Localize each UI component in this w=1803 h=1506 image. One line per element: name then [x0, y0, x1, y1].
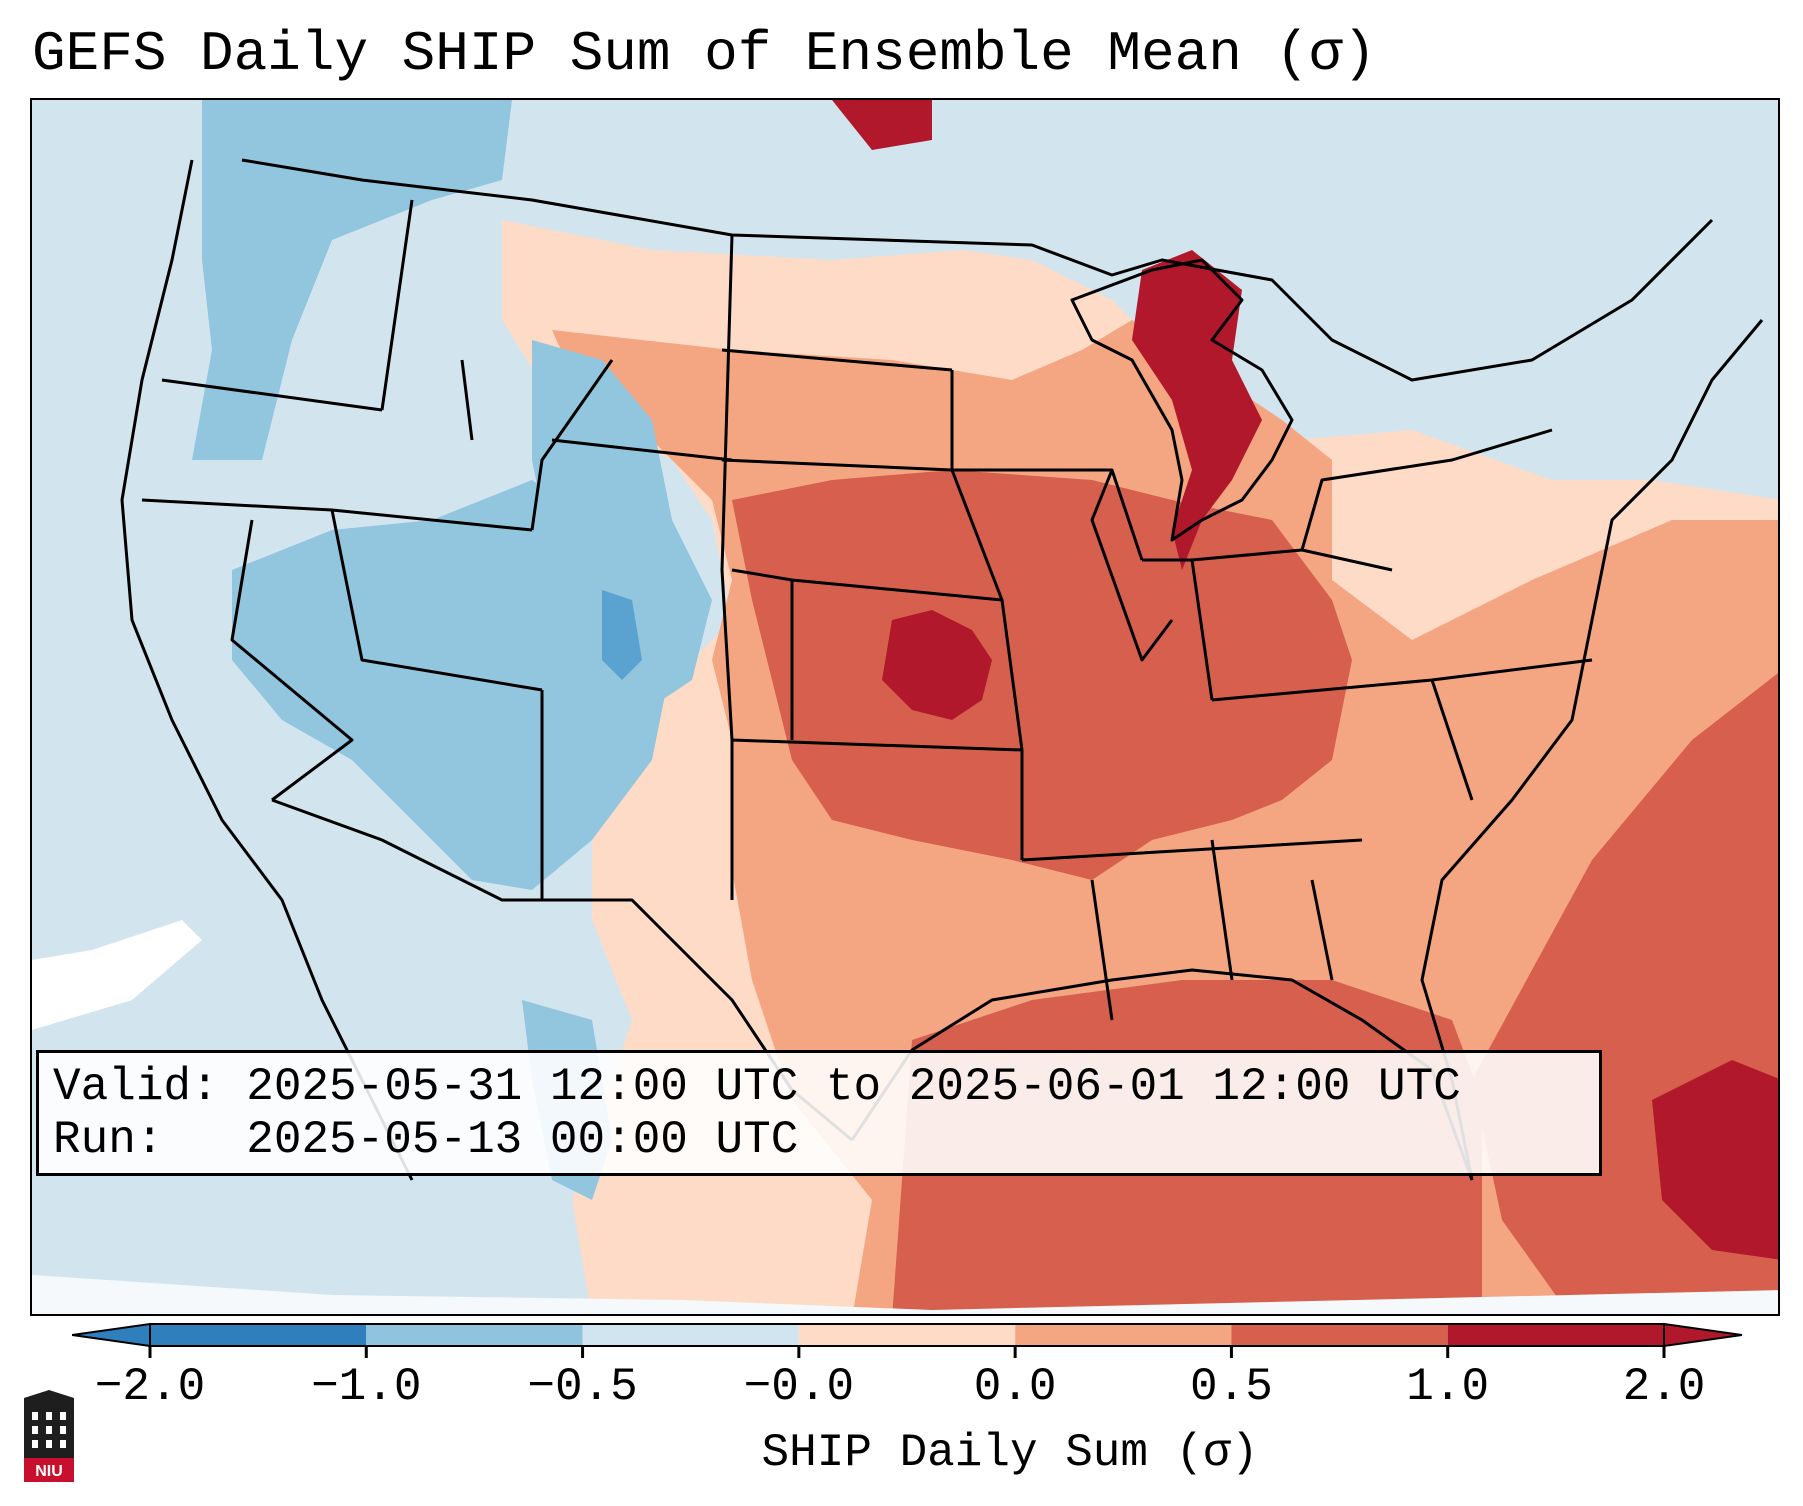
atlantic-coastline	[1420, 319, 1764, 1181]
run-time-text: Run: 2025-05-13 00:00 UTC	[53, 1114, 799, 1166]
colorbar-tick-label: 0.5	[1190, 1361, 1273, 1413]
canada-us-border	[241, 158, 1714, 382]
colorbar-tick-label: 1.0	[1406, 1361, 1490, 1413]
great-lakes-outline	[1070, 258, 1294, 542]
colorbar-label: SHIP Daily Sum (σ)	[761, 1427, 1259, 1479]
anomaly-moderate-negative-nw	[192, 100, 512, 460]
anomaly-extreme-positive-lakes	[1132, 250, 1262, 570]
state-lines-west	[141, 199, 733, 900]
pacific-coastline	[120, 159, 414, 1181]
boundary-lines	[120, 158, 1764, 1181]
anomaly-neutral-pacific	[32, 920, 202, 1030]
colorbar-segment	[798, 1324, 1016, 1346]
anomaly-moderate-negative-rockies	[532, 340, 712, 720]
state-lines-central	[720, 234, 1024, 900]
anomaly-strong-negative-colorado	[602, 590, 642, 680]
anomaly-neutral-pacific-south	[32, 1275, 1778, 1314]
chart-title: GEFS Daily SHIP Sum of Ensemble Mean (σ)	[32, 22, 1377, 86]
colorbar-segment	[1015, 1324, 1232, 1346]
validity-info-box: Valid: 2025-05-31 12:00 UTC to 2025-06-0…	[36, 1050, 1602, 1176]
colorbar-tick-label: 0.0	[973, 1361, 1057, 1413]
colorbar-extend-high	[1663, 1322, 1742, 1348]
niu-logo: NIU	[24, 1390, 74, 1482]
svg-text:NIU: NIU	[35, 1463, 63, 1480]
colorbar-segment	[150, 1324, 367, 1346]
anomaly-extreme-positive-kansas	[882, 610, 992, 720]
colorbar-segment	[1447, 1324, 1664, 1346]
state-lines-east	[952, 428, 1593, 1021]
colorbar-tick-label: −1.0	[311, 1361, 422, 1413]
colorbar-tick-label: 2.0	[1622, 1361, 1706, 1413]
anomaly-extreme-positive-caribbean	[1652, 1060, 1778, 1260]
colorbar-tick-label: −0.0	[743, 1361, 855, 1413]
valid-time-text: Valid: 2025-05-31 12:00 UTC to 2025-06-0…	[53, 1061, 1461, 1113]
anomaly-strong-positive	[732, 470, 1352, 880]
colorbar-tick-label: −0.5	[527, 1361, 638, 1413]
colorbar-segment	[1231, 1324, 1448, 1346]
colorbar-segment	[366, 1324, 583, 1346]
anomaly-extreme-positive-ontario-north	[832, 100, 932, 150]
colorbar-tick-label: −2.0	[94, 1361, 206, 1413]
colorbar-extend-low	[72, 1322, 151, 1348]
colorbar-outline	[149, 1323, 1665, 1347]
colorbar-segment	[582, 1324, 799, 1346]
colorbar	[72, 1322, 1742, 1358]
